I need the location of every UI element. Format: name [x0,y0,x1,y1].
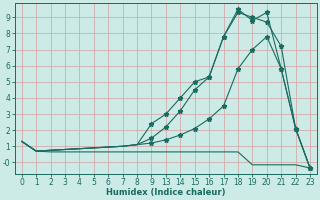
X-axis label: Humidex (Indice chaleur): Humidex (Indice chaleur) [106,188,226,197]
